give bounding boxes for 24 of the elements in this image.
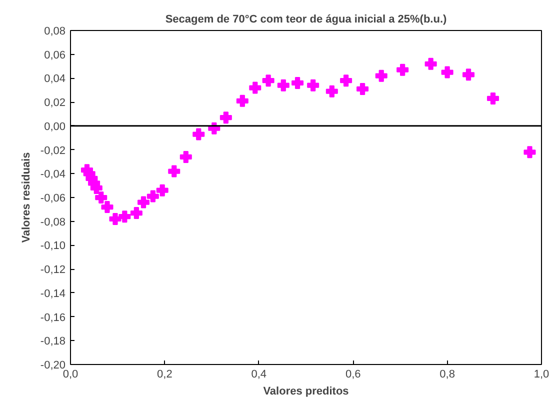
x-tick-label: 0,6: [345, 368, 361, 380]
x-tick-label: 0,0: [62, 368, 78, 380]
y-axis-title: Valores residuais: [20, 152, 32, 243]
y-tick-label: 0,06: [44, 49, 66, 62]
y-tick-label: 0,04: [44, 73, 66, 86]
x-tick-label: 0,8: [440, 368, 455, 380]
y-tick-label: -0,20: [40, 360, 66, 372]
y-tick-label: -0,04: [40, 168, 66, 181]
y-tick-label: 0,00: [44, 120, 66, 133]
y-tick-label: -0,06: [40, 192, 66, 204]
y-tick-label: -0,02: [40, 144, 66, 157]
y-tick-label: 0,08: [44, 26, 66, 38]
y-tick-label: -0,08: [40, 216, 66, 228]
x-tick-label: 1,0: [534, 368, 550, 380]
y-tick-label: -0,14: [40, 288, 66, 300]
y-tick-label: -0,18: [40, 336, 66, 348]
y-tick-label: -0,10: [40, 240, 66, 252]
y-tick-label: 0,02: [44, 97, 66, 110]
x-tick-label: 0,4: [251, 368, 267, 380]
x-axis-title: Valores preditos: [263, 386, 349, 398]
y-tick-label: -0,12: [40, 264, 66, 276]
chart-title: Secagem de 70°C com teor de água inicial a 25%(b.u.): [165, 14, 447, 26]
y-tick-label: -0,16: [40, 312, 66, 324]
x-tick-label: 0,2: [157, 368, 172, 380]
